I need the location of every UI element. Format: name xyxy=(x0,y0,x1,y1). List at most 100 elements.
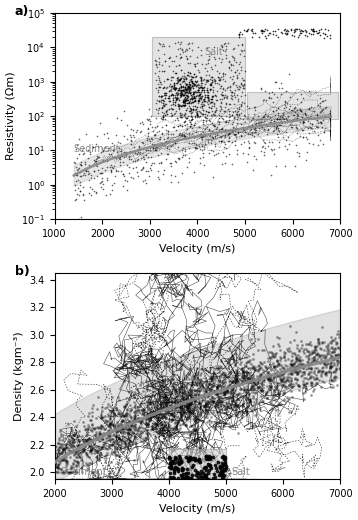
Point xyxy=(168,112,174,120)
Point xyxy=(121,132,126,140)
Point xyxy=(69,434,74,442)
Point xyxy=(111,448,117,456)
Point xyxy=(134,444,140,452)
Point xyxy=(293,352,299,360)
Point xyxy=(175,102,181,110)
Point xyxy=(259,25,265,34)
Point xyxy=(278,377,284,385)
Point xyxy=(105,400,111,408)
Point xyxy=(198,76,204,84)
Point xyxy=(181,388,187,397)
Point xyxy=(232,68,238,76)
Point xyxy=(331,374,337,382)
Point xyxy=(203,405,209,413)
Point xyxy=(282,383,288,391)
Point xyxy=(75,165,81,174)
Point xyxy=(201,145,207,153)
Point xyxy=(337,352,343,360)
Point xyxy=(219,95,225,103)
Point xyxy=(224,386,230,395)
Point xyxy=(194,107,199,115)
Point xyxy=(174,79,179,87)
Point xyxy=(187,85,193,93)
Point xyxy=(275,124,281,133)
Point xyxy=(158,149,164,158)
Point xyxy=(160,84,166,92)
Point xyxy=(245,395,251,403)
Point xyxy=(231,89,237,97)
Point xyxy=(189,138,195,147)
Point xyxy=(162,138,168,146)
Point xyxy=(131,408,137,416)
Point xyxy=(313,346,319,354)
Point xyxy=(250,373,256,381)
Point xyxy=(320,29,326,37)
Point xyxy=(170,90,176,99)
Point xyxy=(156,426,162,434)
Point xyxy=(213,390,219,398)
Point xyxy=(194,380,199,388)
Point xyxy=(90,404,95,412)
Point xyxy=(232,379,237,387)
Point xyxy=(220,74,226,83)
Point xyxy=(184,472,189,480)
Point xyxy=(102,143,107,151)
Point xyxy=(76,163,82,172)
Point xyxy=(100,407,105,415)
Point xyxy=(239,401,245,410)
Point xyxy=(241,125,246,133)
Point xyxy=(169,91,174,99)
Point xyxy=(277,374,283,383)
Point xyxy=(284,27,289,35)
Point xyxy=(187,86,193,95)
Point xyxy=(261,151,267,160)
Point xyxy=(169,401,174,409)
Point xyxy=(130,126,136,134)
Point xyxy=(296,152,301,161)
Point xyxy=(281,389,287,397)
Point xyxy=(245,102,250,111)
Point xyxy=(173,386,178,395)
Point xyxy=(246,139,252,148)
Point xyxy=(245,387,251,396)
Point xyxy=(290,360,296,368)
Point xyxy=(193,78,199,86)
Point xyxy=(320,97,326,106)
Point xyxy=(202,124,208,133)
Point xyxy=(246,358,252,367)
Point xyxy=(163,89,168,97)
Point xyxy=(207,86,213,94)
Point xyxy=(287,322,293,330)
Point xyxy=(226,133,232,141)
Point xyxy=(296,385,302,394)
Point xyxy=(187,84,193,93)
Point xyxy=(325,25,331,34)
Point xyxy=(160,101,165,109)
Point xyxy=(191,81,197,89)
Point xyxy=(274,115,280,123)
Point xyxy=(75,443,81,451)
Point xyxy=(204,44,209,53)
Point xyxy=(284,345,290,353)
Point xyxy=(294,370,299,379)
Point xyxy=(183,381,189,389)
Point xyxy=(214,390,219,398)
Point xyxy=(180,98,186,107)
Point xyxy=(176,386,182,395)
Point xyxy=(145,435,150,443)
Point xyxy=(129,413,134,422)
Point xyxy=(216,111,222,119)
Point xyxy=(265,354,271,362)
Point xyxy=(195,408,200,417)
Point xyxy=(201,402,207,410)
Point xyxy=(182,97,188,105)
Point xyxy=(117,161,123,170)
Point xyxy=(197,123,202,132)
Point xyxy=(81,169,87,177)
Point xyxy=(76,458,81,466)
Point xyxy=(222,140,228,148)
Point xyxy=(188,71,194,80)
Point xyxy=(187,89,193,97)
Point xyxy=(186,80,192,88)
Point xyxy=(151,159,157,167)
